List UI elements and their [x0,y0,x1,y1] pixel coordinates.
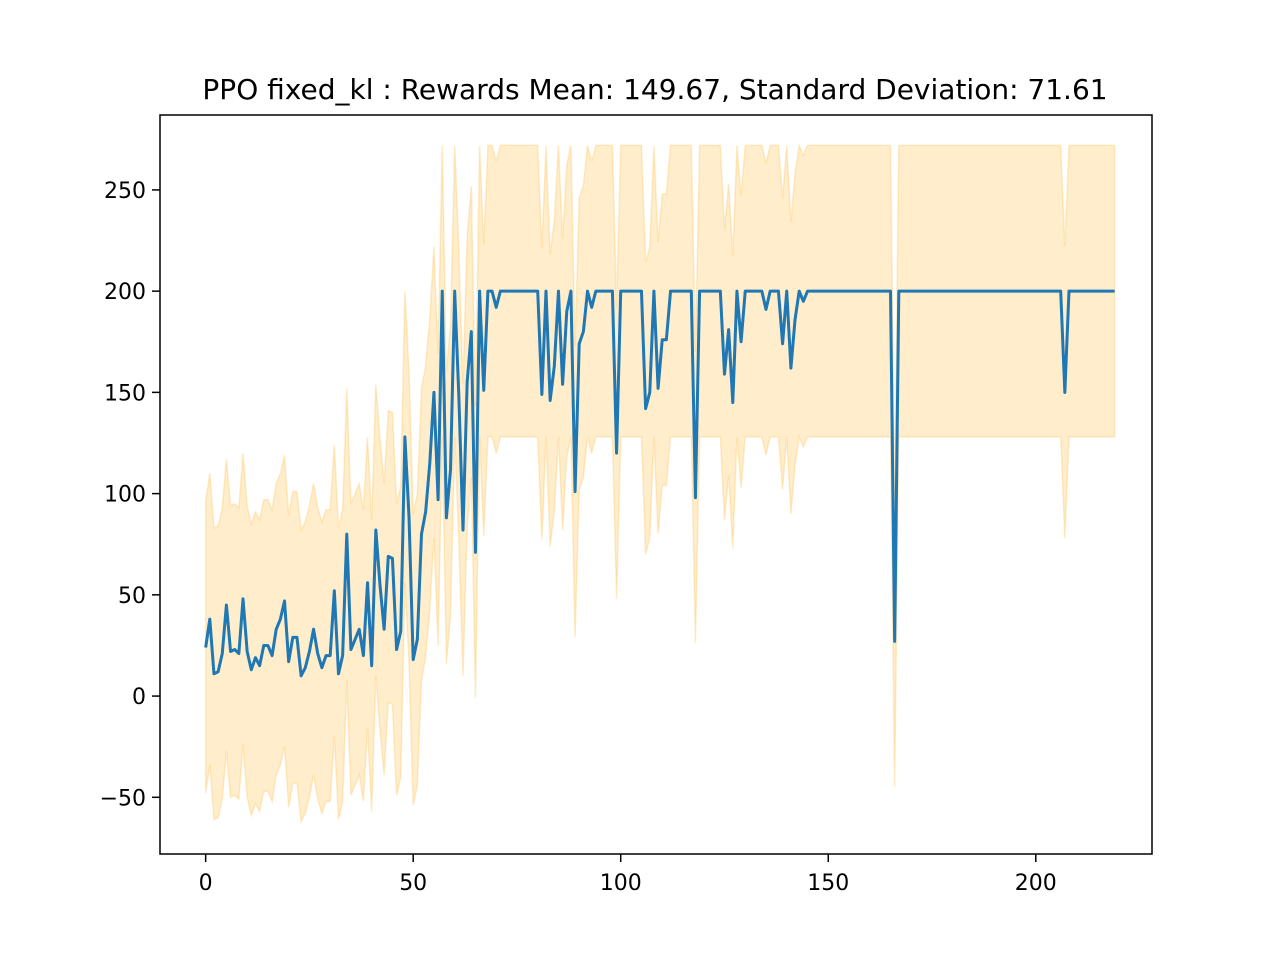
y-tick-label: 0 [132,685,146,710]
y-tick-label: 150 [104,381,146,406]
axes-frame [159,114,1153,855]
axis-ticks: 0 50 100 150 200 −50 0 50 100 150 200 250 [100,179,1057,896]
y-tick-label: 100 [104,483,146,508]
x-tick-label: 100 [600,871,642,896]
x-tick-label: 150 [807,871,849,896]
y-tick-label: 50 [118,584,146,609]
x-tick-label: 50 [399,871,427,896]
chart-title: PPO fixed_kl : Rewards Mean: 149.67, Sta… [202,73,1107,106]
plot-area [204,142,1116,825]
x-tick-label: 0 [199,871,213,896]
series-line-0 [204,289,1115,678]
x-tick-label: 200 [1015,871,1057,896]
std-band-0 [204,142,1116,825]
y-tick-label: −50 [100,786,146,811]
y-tick-label: 200 [104,280,146,305]
y-tick-label: 250 [104,179,146,204]
